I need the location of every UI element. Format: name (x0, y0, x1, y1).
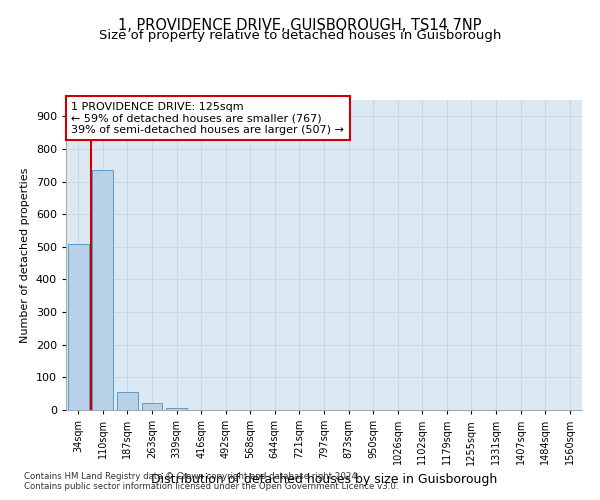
Bar (142, 403, 163, 410)
Bar (92, 170, 113, 410)
Text: Contains public sector information licensed under the Open Government Licence v3: Contains public sector information licen… (24, 482, 398, 491)
Text: 1 PROVIDENCE DRIVE: 125sqm
← 59% of detached houses are smaller (767)
39% of sem: 1 PROVIDENCE DRIVE: 125sqm ← 59% of deta… (71, 102, 344, 134)
Text: Contains HM Land Registry data © Crown copyright and database right 2024.: Contains HM Land Registry data © Crown c… (24, 472, 359, 481)
Y-axis label: Number of detached properties: Number of detached properties (20, 168, 30, 342)
Text: 1, PROVIDENCE DRIVE, GUISBOROUGH, TS14 7NP: 1, PROVIDENCE DRIVE, GUISBOROUGH, TS14 7… (118, 18, 482, 32)
Text: Size of property relative to detached houses in Guisborough: Size of property relative to detached ho… (99, 29, 501, 42)
Bar (117, 392, 138, 410)
Bar (68, 244, 89, 410)
Bar (166, 408, 187, 410)
X-axis label: Distribution of detached houses by size in Guisborough: Distribution of detached houses by size … (151, 473, 497, 486)
